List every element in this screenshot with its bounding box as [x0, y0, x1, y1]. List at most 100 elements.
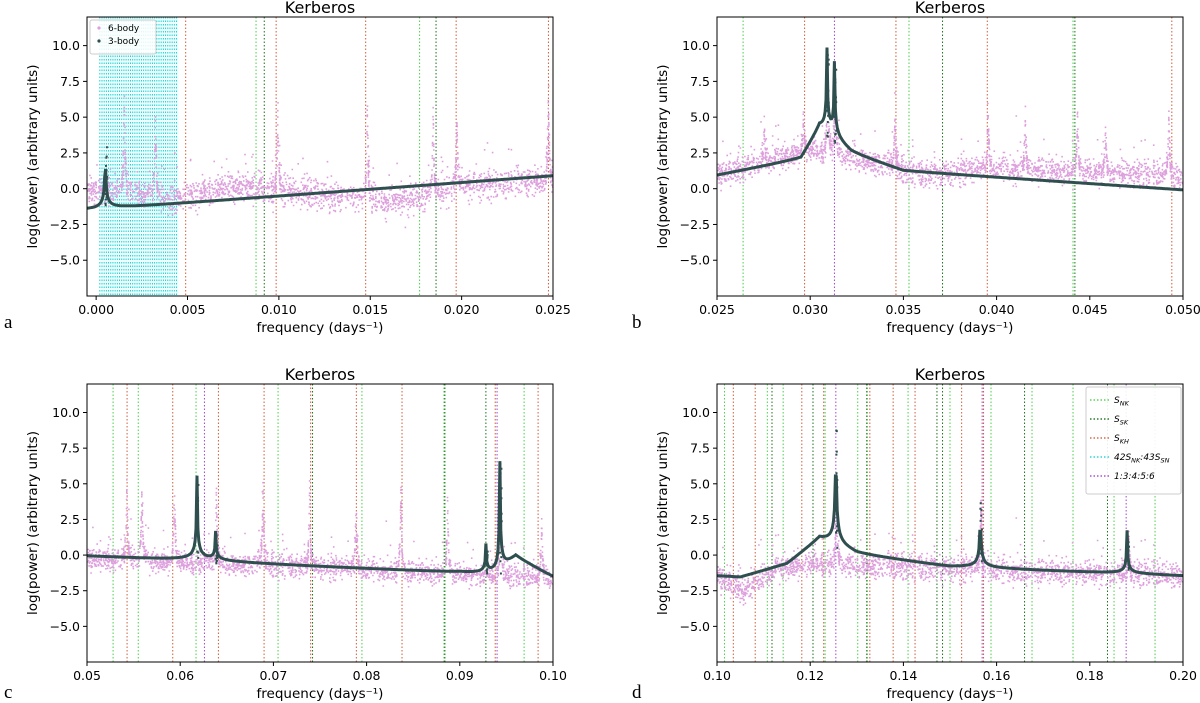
plot-area [717, 17, 1183, 296]
y-tick-label: 2.5 [690, 145, 710, 160]
panel-c: 0.05 0.06 0.07 0.08 0.09 0.10 −5.0 −2.5 0.0 2.5 5.… [4, 365, 567, 703]
y-axis-label: log(power) (arbitrary units) [655, 431, 671, 615]
six-body-points [717, 489, 1183, 606]
three-body-curve [717, 474, 1183, 579]
y-tick-label: −2.5 [50, 217, 80, 232]
axes-frame [86, 16, 554, 297]
x-tick-label: 0.015 [352, 302, 388, 317]
panel-title: Kerberos [915, 0, 985, 17]
y-tick-label: 5.0 [60, 476, 80, 491]
x-tick-label: 0.18 [1076, 668, 1104, 683]
y-tick-label: 2.5 [60, 512, 80, 527]
y-tick-label: 0.0 [690, 181, 710, 196]
x-tick-label: 0.12 [796, 668, 824, 683]
x-tick-label: 0.05 [73, 668, 101, 683]
three-body-peak-points [485, 550, 489, 575]
plot-area [87, 384, 553, 662]
y-tick-label: 7.5 [690, 74, 710, 89]
legend: SNK SSK SKH 42SNK:43SSN 1:3:4:5:6 [1085, 386, 1182, 495]
y-tick-label: 2.5 [690, 512, 710, 527]
x-tick-label: 0.030 [792, 302, 828, 317]
x-tick-label: 0.035 [886, 302, 922, 317]
three-body-peak-points [1126, 535, 1130, 571]
x-tick-label: 0.08 [353, 668, 381, 683]
y-tick-label: 5.0 [690, 110, 710, 125]
three-body-peak-points [979, 502, 984, 563]
x-tick-label: 0.14 [889, 668, 917, 683]
y-tick-label: −2.5 [680, 217, 710, 232]
panel-label: a [4, 312, 13, 333]
x-tick-label: 0.005 [170, 302, 206, 317]
y-tick-label: 10.0 [682, 38, 710, 53]
x-axis-label: frequency (days⁻¹) [887, 320, 1014, 336]
panel-title: Kerberos [285, 0, 355, 17]
y-axis-label: log(power) (arbitrary units) [25, 65, 41, 249]
legend: 6-body 3-body [89, 19, 157, 55]
y-tick-label: 10.0 [52, 38, 80, 53]
x-axis-label: frequency (days⁻¹) [257, 686, 384, 702]
y-tick-label: −5.0 [50, 619, 80, 634]
x-tick-label: 0.000 [78, 302, 114, 317]
legend-label: 42SNK:43SSN [1114, 453, 1170, 465]
legend-label: SKH [1114, 434, 1129, 446]
x-tick-label: 0.020 [444, 302, 480, 317]
y-tick-label: 0.0 [60, 548, 80, 563]
x-tick-label: 0.16 [983, 668, 1011, 683]
y-tick-label: 7.5 [690, 441, 710, 456]
x-tick-label: 0.025 [699, 302, 735, 317]
y-axis-label: log(power) (arbitrary units) [25, 431, 41, 615]
x-tick-label: 0.09 [446, 668, 474, 683]
three-body-peak-points [214, 534, 219, 565]
x-tick-label: 0.10 [703, 668, 731, 683]
x-tick-label: 0.20 [1169, 668, 1197, 683]
legend-label: SNK [1114, 396, 1130, 408]
legend-box [1085, 386, 1182, 495]
three-body-curve [87, 168, 553, 210]
legend-marker [97, 39, 101, 43]
y-tick-label: 0.0 [690, 548, 710, 563]
x-tick-label: 0.10 [539, 668, 567, 683]
y-tick-label: −5.0 [680, 253, 710, 268]
y-tick-label: 10.0 [682, 405, 710, 420]
plot-area [717, 384, 1183, 662]
six-body-points [87, 463, 553, 590]
three-body-peak-points [499, 467, 503, 575]
y-tick-label: 2.5 [60, 145, 80, 160]
y-tick-label: 10.0 [52, 405, 80, 420]
x-axis-label: frequency (days⁻¹) [887, 686, 1014, 702]
panel-b: 0.025 0.030 0.035 0.040 0.045 0.050 −5.0 −2.5 0.… [632, 0, 1200, 336]
panel-title: Kerberos [285, 365, 355, 384]
y-tick-label: 7.5 [60, 441, 80, 456]
y-tick-label: 5.0 [60, 110, 80, 125]
panel-label: d [632, 682, 642, 703]
x-tick-label: 0.045 [1072, 302, 1108, 317]
y-tick-label: −5.0 [50, 253, 80, 268]
panel-a: 0.000 0.005 0.010 0.015 0.020 0.025 −5.0 −2.5 0.… [4, 0, 571, 336]
panel-title: Kerberos [915, 365, 985, 384]
legend-label: 1:3:4:5:6 [1114, 472, 1155, 482]
y-tick-label: −2.5 [50, 583, 80, 598]
axes-frame [716, 16, 1184, 297]
y-tick-label: 0.0 [60, 181, 80, 196]
plot-area [87, 17, 553, 296]
y-tick-label: 7.5 [60, 74, 80, 89]
panel-label: b [632, 312, 642, 333]
x-tick-label: 0.07 [259, 668, 287, 683]
y-tick-label: −2.5 [680, 583, 710, 598]
panel-d: 0.10 0.12 0.14 0.16 0.18 0.20 −5.0 −2.5 0.0 2.5 5.… [632, 365, 1197, 703]
six-body-points [87, 85, 553, 229]
y-tick-label: −5.0 [680, 619, 710, 634]
three-body-peak-points [196, 484, 200, 559]
legend-marker [97, 26, 101, 30]
three-body-curve [717, 47, 1183, 192]
x-tick-label: 0.040 [979, 302, 1015, 317]
y-tick-label: 5.0 [690, 476, 710, 491]
x-tick-label: 0.010 [261, 302, 297, 317]
legend-label: SSK [1114, 415, 1129, 427]
resonance-band [99, 17, 179, 296]
axes-frame [86, 383, 554, 663]
panel-label: c [4, 682, 12, 703]
six-body-points [717, 48, 1183, 192]
legend-label: 6-body [108, 24, 140, 34]
